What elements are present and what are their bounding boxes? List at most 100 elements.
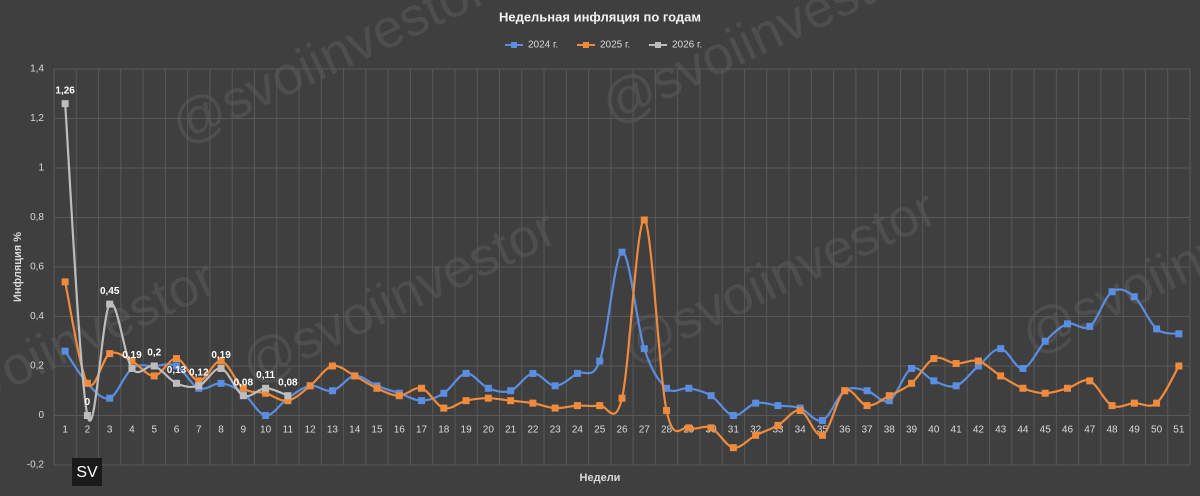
data-label: 0	[85, 397, 91, 408]
point-marker	[262, 412, 270, 419]
x-tick-label: 28	[661, 425, 673, 436]
data-label: 0,19	[122, 350, 142, 361]
point-marker	[952, 360, 960, 368]
point-marker	[418, 384, 426, 392]
x-tick-label: 36	[839, 425, 851, 436]
chart-title: Недельная инфляция по годам	[499, 9, 701, 24]
point-marker	[663, 407, 671, 415]
point-marker	[1130, 399, 1138, 407]
point-marker	[997, 345, 1005, 353]
point-marker	[217, 364, 225, 372]
x-tick-label: 17	[416, 425, 428, 436]
point-marker	[150, 362, 158, 370]
point-marker	[173, 362, 181, 370]
point-marker	[83, 379, 91, 387]
point-marker	[150, 372, 158, 380]
x-tick-label: 31	[728, 425, 740, 436]
x-tick-label: 44	[1017, 425, 1029, 436]
point-marker	[818, 416, 826, 424]
x-tick-label: 48	[1106, 425, 1118, 436]
y-tick-label: 0,2	[30, 361, 44, 372]
point-marker	[1063, 320, 1071, 328]
x-tick-label: 39	[906, 425, 918, 436]
x-tick-label: 25	[594, 425, 606, 436]
y-axis-label: Инфляция %	[12, 232, 24, 302]
point-marker	[1019, 364, 1027, 372]
point-marker	[128, 357, 136, 365]
data-label: 1,26	[55, 85, 75, 96]
x-tick-label: 45	[1040, 425, 1052, 436]
point-marker	[328, 362, 336, 370]
point-marker	[551, 404, 559, 412]
point-marker	[1019, 384, 1027, 392]
x-tick-label: 33	[772, 425, 784, 436]
point-marker	[908, 364, 916, 372]
point-marker	[1063, 384, 1071, 392]
data-label: 0,19	[211, 350, 231, 361]
point-marker	[573, 402, 581, 410]
point-marker	[440, 404, 448, 412]
point-marker	[1108, 288, 1116, 296]
point-marker	[841, 387, 849, 395]
point-marker	[908, 379, 916, 387]
x-tick-label: 35	[817, 425, 829, 436]
x-tick-label: 1	[62, 425, 68, 436]
x-tick-label: 47	[1084, 425, 1096, 436]
point-marker	[1086, 377, 1094, 385]
x-tick-label: 34	[795, 425, 807, 436]
point-marker	[863, 402, 871, 410]
point-marker	[707, 424, 715, 432]
x-tick-label: 14	[349, 425, 361, 436]
x-tick-label: 16	[394, 425, 406, 436]
x-tick-label: 6	[174, 425, 180, 436]
point-marker	[462, 369, 470, 377]
legend-label: 2025 г.	[600, 40, 630, 51]
point-marker	[885, 392, 893, 400]
point-marker	[640, 345, 648, 353]
point-marker	[774, 421, 782, 429]
point-marker	[395, 392, 403, 400]
x-tick-label: 41	[951, 425, 963, 436]
point-marker	[195, 377, 203, 385]
x-tick-label: 15	[371, 425, 383, 436]
point-marker	[930, 355, 938, 363]
point-marker	[106, 300, 114, 308]
point-marker	[618, 394, 626, 402]
point-marker	[1153, 399, 1161, 407]
x-axis-label: Недели	[580, 472, 621, 484]
data-label: 0,13	[167, 365, 187, 376]
point-marker	[551, 382, 559, 390]
point-marker	[351, 372, 359, 380]
y-tick-label: 0,6	[30, 262, 44, 273]
x-tick-label: 19	[461, 425, 473, 436]
point-marker	[752, 431, 760, 439]
point-marker	[83, 412, 91, 419]
point-marker	[1086, 322, 1094, 330]
point-marker	[284, 392, 292, 400]
point-marker	[1041, 389, 1049, 397]
point-marker	[106, 394, 114, 402]
x-tick-label: 40	[928, 425, 940, 436]
point-marker	[1175, 362, 1183, 370]
series-line	[64, 218, 1180, 449]
point-marker	[930, 377, 938, 385]
point-marker	[685, 384, 693, 392]
point-marker	[239, 392, 247, 400]
point-marker	[1108, 402, 1116, 410]
x-tick-label: 18	[438, 425, 450, 436]
x-tick-label: 4	[129, 425, 135, 436]
point-marker	[61, 347, 69, 355]
legend-label: 2024 г.	[528, 40, 558, 51]
x-tick-label: 38	[884, 425, 896, 436]
point-marker	[707, 392, 715, 400]
point-marker	[462, 397, 470, 405]
point-marker	[128, 364, 136, 372]
x-tick-label: 21	[505, 425, 517, 436]
point-marker	[796, 407, 804, 415]
x-tick-label: 51	[1173, 425, 1185, 436]
point-marker	[507, 387, 515, 395]
data-label: 0,2	[147, 348, 161, 359]
x-tick-label: 2	[85, 425, 91, 436]
